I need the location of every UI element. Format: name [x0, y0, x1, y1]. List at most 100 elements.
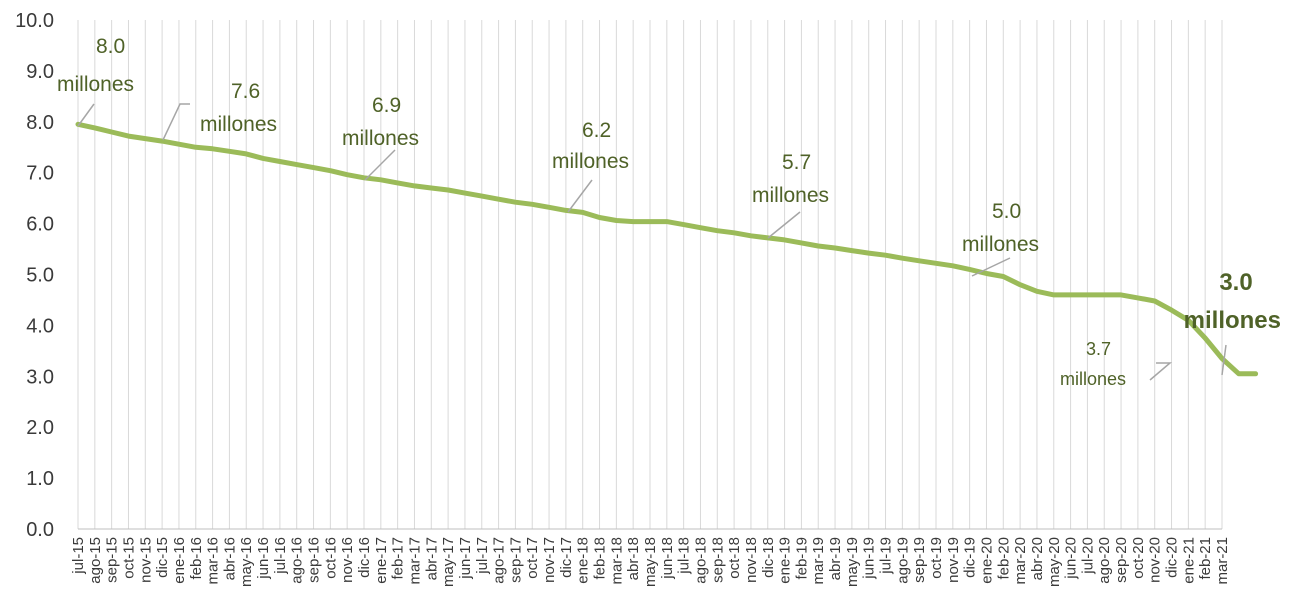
x-tick-label: oct-16 [322, 537, 339, 579]
x-tick-label: mar-18 [608, 537, 625, 585]
annotation-leader-line [1149, 362, 1173, 381]
y-tick-label: 5.0 [26, 265, 54, 287]
x-tick-label: dic-18 [760, 537, 777, 578]
y-tick-label: 7.0 [26, 163, 54, 185]
x-tick-label: dic-15 [154, 537, 171, 578]
x-tick-label: jul-16 [272, 537, 289, 575]
x-tick-label: dic-20 [1164, 537, 1181, 578]
x-tick-label: ago-18 [692, 537, 709, 584]
x-tick-label: may-16 [238, 537, 255, 587]
vertical-gridlines [77, 20, 1223, 529]
annotation-value: 6.9 [372, 94, 401, 117]
y-tick-label: 6.0 [26, 214, 54, 236]
annotation-unit: millones [1060, 369, 1126, 389]
x-tick-label: mar-21 [1214, 537, 1231, 585]
x-tick-label: ago-15 [87, 537, 104, 584]
x-tick-label: abr-16 [221, 537, 238, 580]
annotation-value: 3.7 [1086, 339, 1111, 359]
y-axis-tick-labels: 0.0 1.0 2.0 3.0 4.0 5.0 6.0 7.0 8.0 9.0 10.0 [15, 10, 54, 541]
x-tick-label: may-17 [440, 537, 457, 587]
x-tick-label: sep-16 [306, 537, 323, 583]
y-tick-label: 3.0 [26, 366, 54, 388]
x-tick-label: jun-18 [659, 537, 676, 580]
x-tick-label: ene-20 [978, 537, 995, 584]
x-tick-label: dic-19 [962, 537, 979, 578]
y-tick-label: 9.0 [26, 61, 54, 83]
y-tick-label: 2.0 [26, 417, 54, 439]
x-tick-label: may-18 [642, 537, 659, 587]
x-tick-label: mar-16 [205, 537, 222, 585]
x-tick-label: jul-19 [878, 537, 895, 575]
y-tick-label: 4.0 [26, 315, 54, 337]
x-tick-label: jun-19 [861, 537, 878, 580]
x-tick-label: feb-20 [995, 537, 1012, 580]
x-tick-label: mar-20 [1012, 537, 1029, 585]
y-tick-label: 8.0 [26, 112, 54, 134]
data-annotations: 8.0 millones 7.6 millones 6.9 millones 6.2 mill… [57, 35, 1281, 389]
x-tick-label: oct-18 [726, 537, 743, 579]
x-tick-label: dic-16 [356, 537, 373, 578]
x-tick-label: jun-20 [1063, 537, 1080, 580]
annotation-unit: millones [1184, 307, 1281, 334]
x-tick-label: ene-19 [777, 537, 794, 584]
annotation-unit: millones [552, 150, 629, 173]
annotation-leader-line [364, 149, 396, 181]
annotation-unit: millones [342, 127, 419, 150]
x-axis-tick-labels: jul-15 ago-15 sep-15 oct-15 nov-15 dic-15 ene-… [70, 537, 1231, 587]
x-tick-label: dic-17 [558, 537, 575, 578]
x-tick-label: feb-19 [793, 537, 810, 580]
annotation-leader-line [767, 211, 801, 239]
x-tick-label: nov-20 [1147, 537, 1164, 583]
x-tick-label: nov-16 [339, 537, 356, 583]
x-tick-label: nov-19 [945, 537, 962, 583]
x-tick-label: sep-20 [1113, 537, 1130, 583]
y-tick-label: 10.0 [15, 10, 54, 32]
series-line [75, 121, 1259, 377]
x-tick-label: mar-19 [810, 537, 827, 585]
x-tick-label: sep-18 [709, 537, 726, 583]
annotation-unit: millones [200, 113, 277, 136]
annotation-unit: millones [962, 233, 1039, 256]
annotation-value: 6.2 [582, 119, 611, 142]
x-tick-label: abr-19 [827, 537, 844, 580]
x-tick-label: ago-20 [1096, 537, 1113, 584]
x-tick-label: feb-18 [592, 537, 609, 580]
x-tick-label: nov-15 [137, 537, 154, 583]
annotation-value: 5.7 [782, 151, 811, 174]
x-tick-label: mar-17 [406, 537, 423, 585]
x-tick-label: nov-17 [541, 537, 558, 583]
x-tick-label: ene-17 [373, 537, 390, 584]
annotation-value: 3.0 [1219, 269, 1252, 296]
x-tick-label: jun-16 [255, 537, 272, 580]
x-tick-label: jul-17 [474, 537, 491, 575]
annotation-unit: millones [752, 184, 829, 207]
x-tick-label: may-20 [1046, 537, 1063, 587]
x-tick-label: oct-15 [120, 537, 137, 579]
x-tick-label: jul-15 [70, 537, 87, 575]
annotation-value: 8.0 [96, 35, 125, 58]
x-tick-label: ago-16 [289, 537, 306, 584]
x-tick-label: ene-18 [575, 537, 592, 584]
annotation-leader-line [77, 103, 95, 127]
x-tick-label: may-19 [844, 537, 861, 587]
x-tick-label: jun-17 [457, 537, 474, 580]
annotation-leader-line [1221, 344, 1227, 376]
x-tick-label: jul-20 [1079, 537, 1096, 575]
annotation-value: 5.0 [992, 200, 1021, 223]
y-tick-label: 0.0 [26, 519, 54, 541]
x-tick-label: abr-20 [1029, 537, 1046, 580]
annotation-value: 7.6 [231, 80, 260, 103]
x-tick-label: jul-18 [676, 537, 693, 575]
x-tick-label: nov-18 [743, 537, 760, 583]
annotation-leader-line [971, 257, 1011, 277]
x-tick-label: ago-17 [491, 537, 508, 584]
x-tick-label: ene-16 [171, 537, 188, 584]
x-tick-label: oct-17 [524, 537, 541, 579]
x-tick-label: sep-15 [104, 537, 121, 583]
x-tick-label: abr-17 [423, 537, 440, 580]
annotation-unit: millones [57, 73, 134, 96]
x-tick-label: sep-19 [911, 537, 928, 583]
x-tick-label: sep-17 [507, 537, 524, 583]
x-tick-label: oct-20 [1130, 537, 1147, 579]
x-tick-label: abr-18 [625, 537, 642, 580]
